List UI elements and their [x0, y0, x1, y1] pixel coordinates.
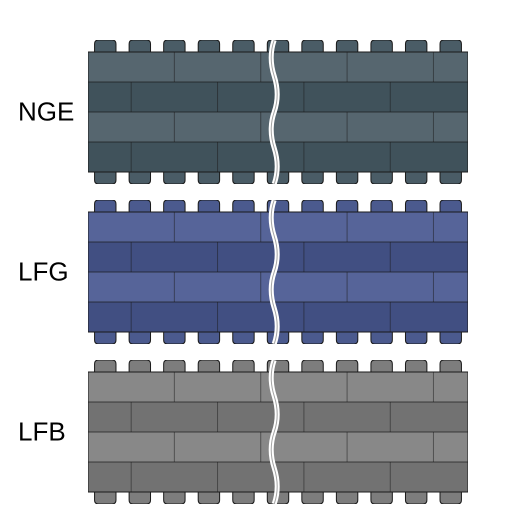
label-lfg: LFG — [18, 257, 69, 288]
row-nge: NGE — [0, 40, 512, 184]
belt-svg-nge — [88, 40, 468, 184]
belt-variants-figure: NGE LFG LFB — [0, 0, 512, 512]
label-nge: NGE — [18, 97, 74, 128]
belt-svg-lfb — [88, 360, 468, 504]
belt-lfb — [88, 360, 468, 504]
row-lfb: LFB — [0, 360, 512, 504]
belt-nge — [88, 40, 468, 184]
belt-svg-lfg — [88, 200, 468, 344]
label-lfb: LFB — [18, 417, 66, 448]
row-lfg: LFG — [0, 200, 512, 344]
belt-lfg — [88, 200, 468, 344]
